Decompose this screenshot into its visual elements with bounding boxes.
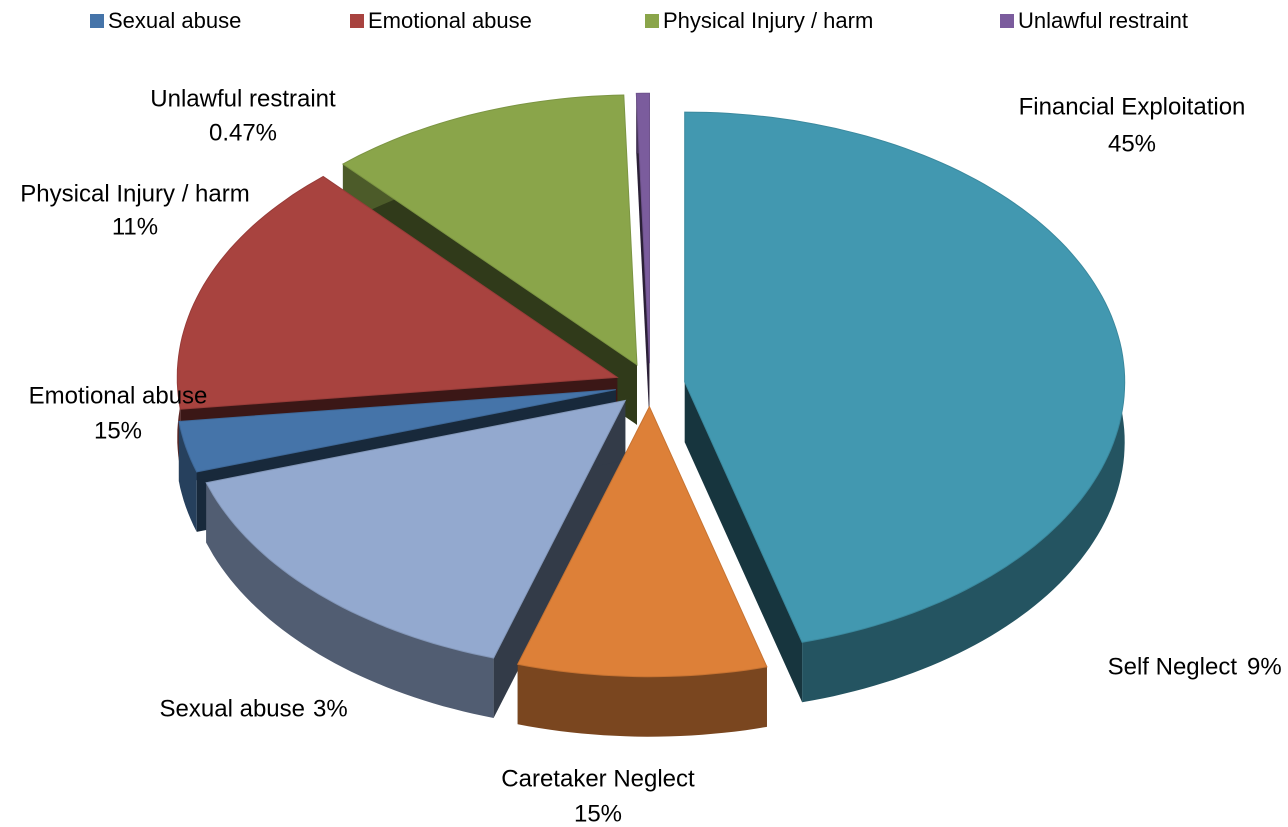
slice [635,92,651,364]
slice-side [206,482,494,718]
data-label: 15% [574,800,622,827]
legend-label: Physical Injury / harm [663,8,873,33]
slice [516,405,768,678]
slice-name: Emotional abuse [29,382,208,409]
slice-side [178,421,197,532]
legend-label: Emotional abuse [368,8,532,33]
slice-edge [636,93,650,424]
slice-name: Sexual abuse [160,695,305,722]
slice-name: Unlawful restraint [150,85,336,112]
legend-swatch [90,14,104,28]
legend-swatch [350,14,364,28]
data-label: 11% [112,213,158,240]
slice [178,389,616,473]
slice [176,175,619,410]
slice-side [517,664,767,737]
legend-swatch [1000,14,1014,28]
slice [205,399,627,659]
slice [341,94,638,366]
slice-edge [178,389,616,482]
slice-name: Physical Injury / harm [20,180,249,207]
legend-swatch [645,14,659,28]
legend-label: Sexual abuse [108,8,241,33]
data-label: 45% [1108,130,1156,157]
slice-edge [493,400,626,719]
slice-name: Self Neglect [1108,653,1238,680]
legend-label: Unlawful restraint [1018,8,1188,33]
data-label: 9% [1247,653,1282,680]
data-label: 15% [94,417,142,444]
slice [684,111,1126,643]
slice-edge [684,382,803,703]
data-label: 3% [313,695,348,722]
slice-name: Financial Exploitation [1019,93,1246,120]
data-label: 0.47% [209,119,277,146]
slice-name: Caretaker Neglect [501,765,695,792]
